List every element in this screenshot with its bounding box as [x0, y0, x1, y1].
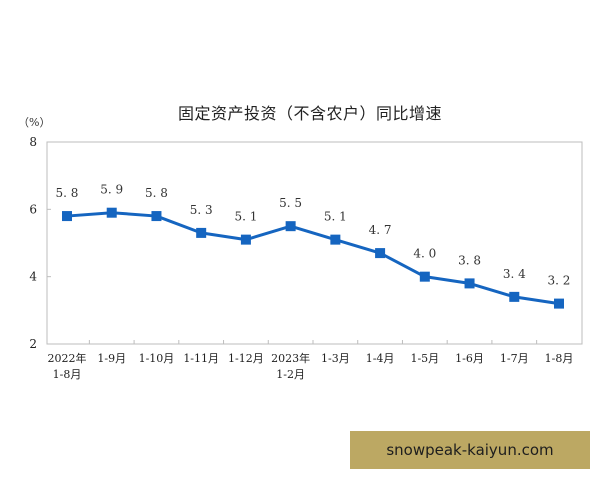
- data-point-marker: [419, 271, 430, 282]
- series-line: [66, 211, 560, 306]
- data-point-marker: [330, 234, 341, 245]
- data-label: 3. 4: [503, 267, 526, 281]
- data-point-marker: [62, 211, 72, 222]
- x-tick-label: 1-6月: [455, 352, 484, 365]
- x-tick-label: 2023年 1-2月: [271, 351, 310, 381]
- x-tick-label: 1-3月: [321, 352, 350, 365]
- x-tick-label: 2022年 1-8月: [48, 351, 87, 381]
- data-series: 5. 8 5. 9 5. 8 5. 3 5. 1 5. 5 5. 1 4. 7 4. 0 3. 8…: [56, 183, 571, 309]
- data-label: 5. 1: [234, 210, 257, 224]
- y-axis: 2 4 6 8: [29, 135, 51, 351]
- x-tick-label: 1-7月: [500, 352, 529, 365]
- data-label: 3. 8: [458, 253, 481, 267]
- watermark-banner: snowpeak-kaiyun.com: [350, 431, 590, 469]
- x-tick-label: 1-10月: [139, 352, 175, 365]
- data-label: 5. 1: [324, 210, 347, 224]
- data-label: 5. 9: [100, 183, 123, 197]
- data-point-marker: [464, 278, 475, 289]
- y-tick-label: 8: [29, 135, 37, 149]
- data-point-marker: [285, 221, 296, 232]
- plot-frame: [46, 141, 583, 345]
- data-point-marker: [509, 291, 520, 302]
- y-tick-label: 4: [29, 270, 37, 284]
- data-label: 5. 3: [190, 203, 213, 217]
- data-point-marker: [106, 207, 117, 218]
- x-axis: 2022年 1-8月 1-9月 1-10月 1-11月 1-12月 2023年 1-2月 1-3…: [48, 340, 574, 381]
- data-label: 4. 7: [369, 223, 392, 237]
- x-tick-label: 1-8月: [545, 352, 574, 365]
- x-tick-label: 1-9月: [97, 352, 126, 365]
- x-tick-label: 1-11月: [183, 352, 219, 365]
- x-tick-label: 1-5月: [410, 352, 439, 365]
- watermark-text: snowpeak-kaiyun.com: [386, 441, 554, 459]
- data-label: 4. 0: [413, 247, 436, 261]
- x-tick-label: 1-12月: [228, 352, 264, 365]
- data-label: 5. 8: [56, 186, 79, 200]
- y-tick-label: 6: [29, 202, 37, 216]
- data-point-marker: [554, 298, 564, 309]
- data-label: 5. 8: [145, 186, 168, 200]
- data-label: 3. 2: [548, 274, 571, 288]
- data-point-marker: [240, 234, 251, 245]
- data-point-marker: [151, 211, 162, 222]
- chart-title: 固定资产投资（不含农户）同比增速: [177, 104, 442, 123]
- x-tick-label: 1-4月: [366, 352, 395, 365]
- data-label: 5. 5: [279, 196, 302, 210]
- y-axis-unit-label: （%）: [18, 116, 51, 129]
- y-tick-label: 2: [29, 337, 37, 351]
- data-point-marker: [375, 248, 386, 259]
- data-point-marker: [196, 227, 207, 238]
